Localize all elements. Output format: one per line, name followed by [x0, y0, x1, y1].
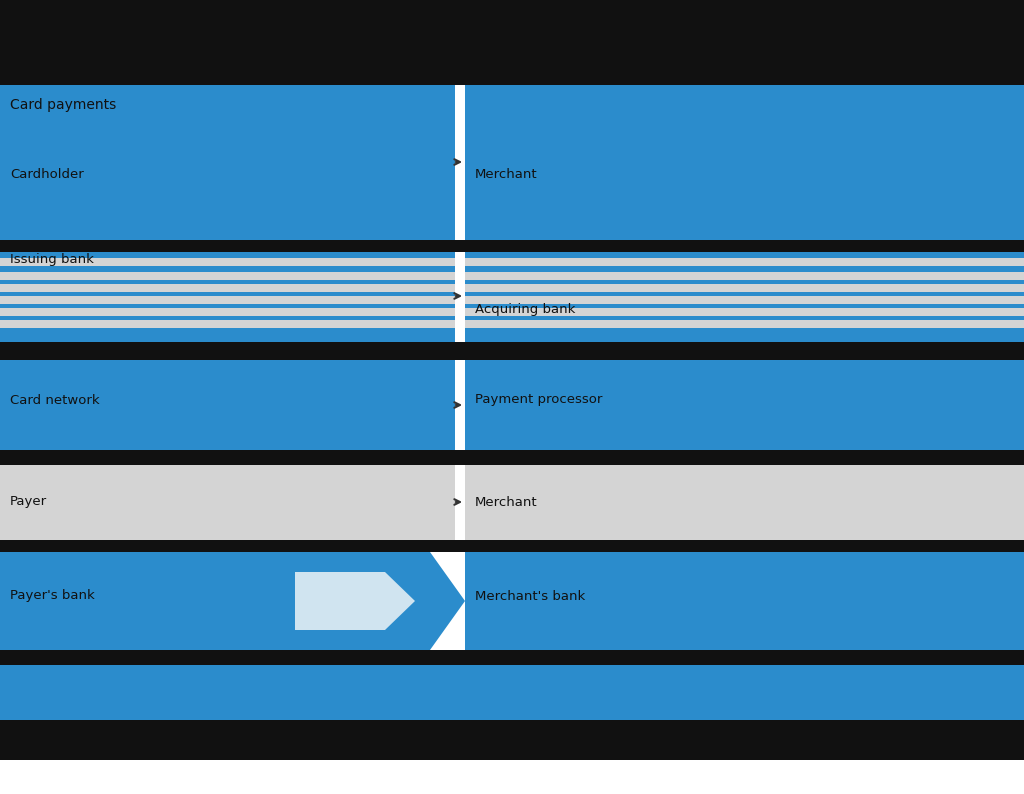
Bar [0, 465, 455, 540]
Bar [0, 320, 455, 328]
Text: Cardholder: Cardholder [10, 168, 84, 182]
Bar [465, 85, 1024, 240]
Bar [0, 0, 1024, 85]
Bar [0, 540, 1024, 552]
Bar [465, 308, 1024, 316]
Bar [0, 360, 455, 450]
Text: Payer's bank: Payer's bank [10, 589, 95, 603]
Bar [0, 258, 455, 266]
Bar [465, 360, 1024, 450]
Bar [0, 85, 455, 240]
Text: Card network: Card network [10, 394, 99, 407]
Text: Merchant: Merchant [475, 495, 538, 508]
Text: Issuing bank: Issuing bank [10, 253, 94, 267]
Bar [0, 450, 1024, 465]
Text: Merchant: Merchant [475, 168, 538, 182]
Bar [0, 665, 1024, 720]
Polygon shape [0, 552, 465, 650]
Text: Acquiring bank: Acquiring bank [475, 303, 575, 317]
Bar [465, 465, 1024, 540]
Bar [465, 320, 1024, 328]
Bar [465, 252, 1024, 342]
Bar [465, 284, 1024, 292]
Bar [0, 650, 1024, 665]
Text: Merchant's bank: Merchant's bank [475, 589, 586, 603]
Text: Open banking payments: Open banking payments [10, 451, 181, 465]
Bar [0, 272, 455, 280]
Text: Card payments: Card payments [10, 98, 117, 112]
Bar [0, 308, 455, 316]
Bar [465, 296, 1024, 304]
Bar [0, 284, 455, 292]
Bar [0, 252, 455, 342]
Text: Payer: Payer [10, 495, 47, 508]
Bar [465, 552, 1024, 650]
Bar [0, 240, 1024, 252]
Polygon shape [295, 572, 415, 630]
Bar [0, 342, 1024, 360]
Bar [0, 296, 455, 304]
Bar [465, 258, 1024, 266]
Bar [465, 272, 1024, 280]
Text: Payment processor: Payment processor [475, 394, 602, 407]
Bar [0, 720, 1024, 760]
Bar [0, 760, 1024, 794]
